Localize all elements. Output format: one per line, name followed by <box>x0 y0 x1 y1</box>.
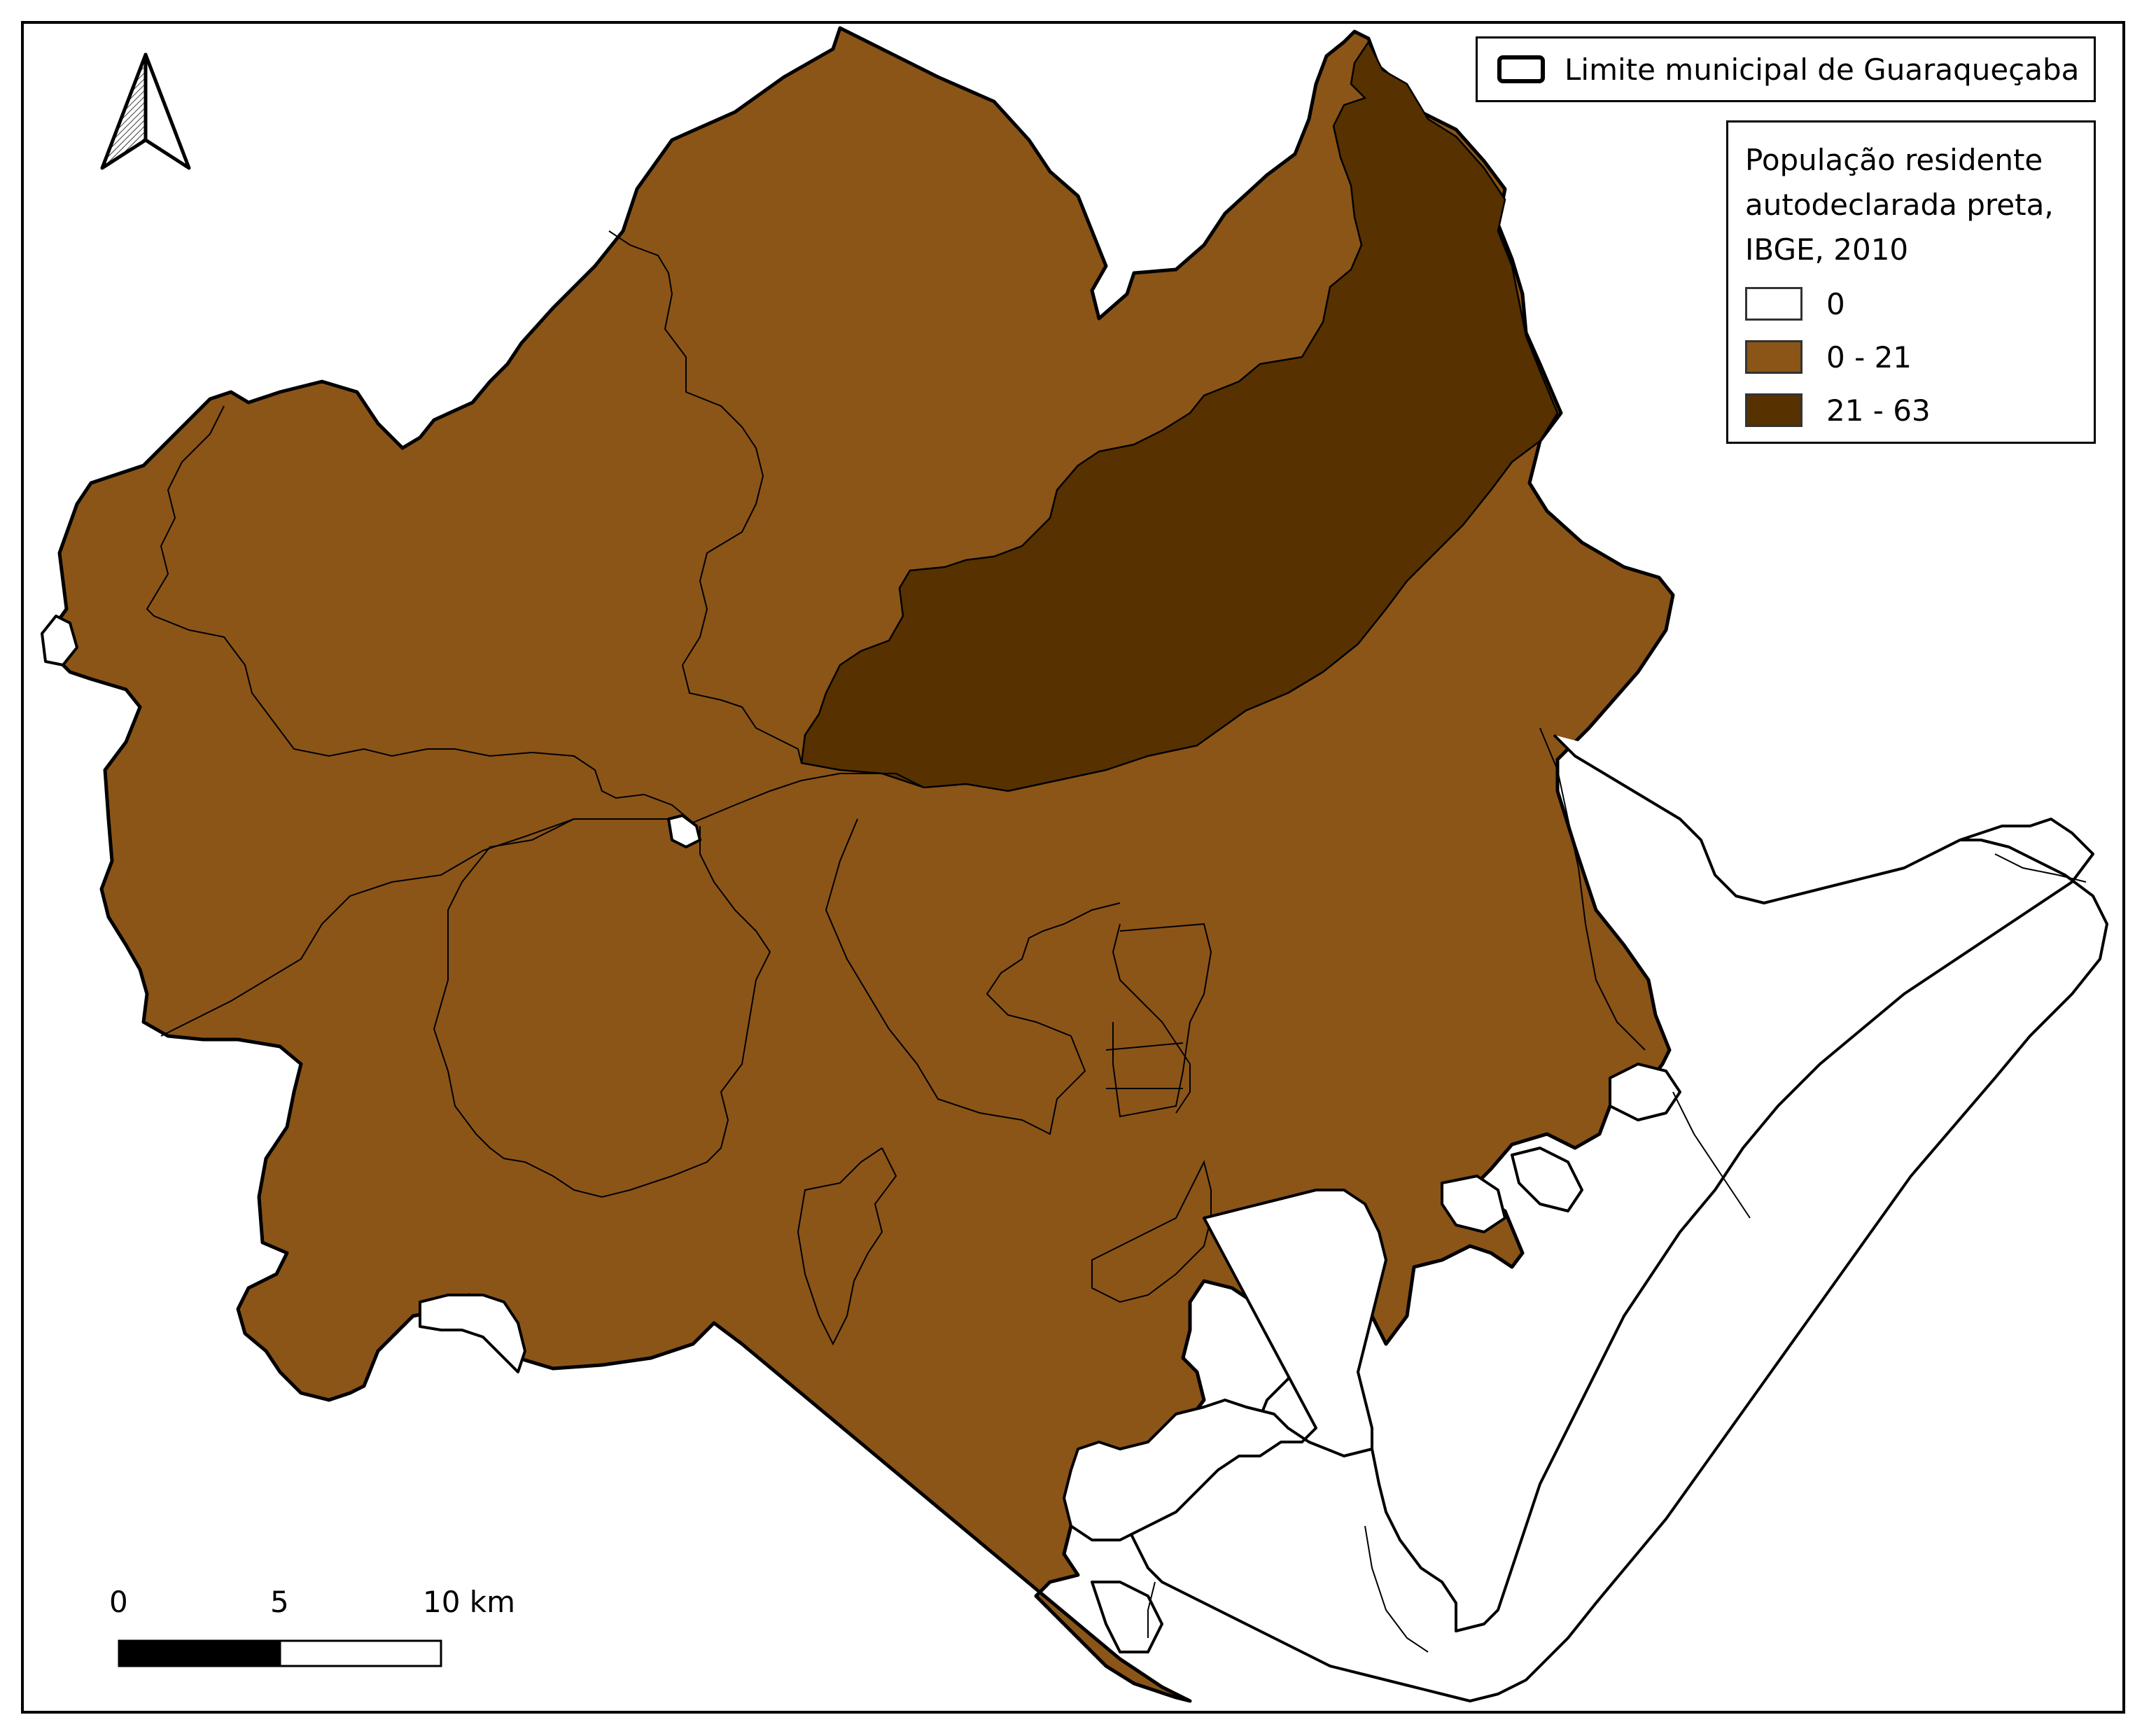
legend-title-line-1: População residente <box>1745 143 2043 177</box>
boundary-swatch <box>1497 55 1545 83</box>
legend-label-0: 0 <box>1826 286 1845 321</box>
scale-label-5: 5 <box>270 1585 289 1619</box>
north-arrow-icon <box>100 52 191 170</box>
legend-item-2: 21 - 63 <box>1745 391 1931 429</box>
legend-item-0: 0 <box>1745 285 1845 323</box>
scale-label-0: 0 <box>109 1585 128 1619</box>
legend-label-1: 0 - 21 <box>1826 340 1912 374</box>
scale-bar <box>118 1639 442 1667</box>
legend-classes: População residente autodeclarada preta,… <box>1726 120 2096 444</box>
census-sector-lines <box>146 230 1212 1346</box>
map-frame <box>21 21 2125 1714</box>
sector-outline-right <box>1147 727 2087 1653</box>
legend-swatch-1 <box>1745 340 1802 374</box>
legend-title: População residente autodeclarada preta,… <box>1745 138 2054 272</box>
scale-bar-black-segment <box>118 1639 281 1667</box>
legend-swatch-0 <box>1745 287 1802 321</box>
scale-label-10km: 10 km <box>423 1585 516 1619</box>
legend-boundary-label: Limite municipal de Guaraqueçaba <box>1564 52 2080 87</box>
legend-item-1: 0 - 21 <box>1745 338 1912 376</box>
legend-label-2: 21 - 63 <box>1826 393 1931 428</box>
water-areas <box>41 615 2108 1702</box>
legend-title-line-2: autodeclarada preta, <box>1745 188 2054 222</box>
legend-boundary: Limite municipal de Guaraqueçaba <box>1476 36 2096 102</box>
scale-bar-white-segment <box>279 1639 442 1667</box>
high-population-area <box>800 41 1559 792</box>
legend-swatch-2 <box>1745 393 1802 427</box>
legend-title-line-3: IBGE, 2010 <box>1745 232 1909 267</box>
